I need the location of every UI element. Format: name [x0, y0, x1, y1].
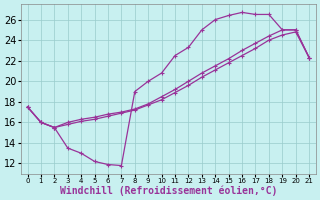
X-axis label: Windchill (Refroidissement éolien,°C): Windchill (Refroidissement éolien,°C): [60, 185, 277, 196]
